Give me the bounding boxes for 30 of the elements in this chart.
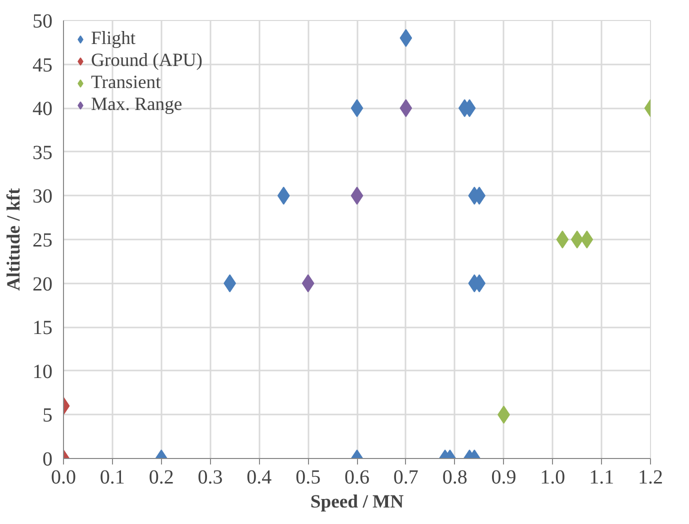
x-tick-label: 0.3 [198, 466, 223, 488]
x-tick-label: 0.0 [51, 466, 76, 488]
x-tick-label: 0.7 [393, 466, 418, 488]
y-tick-label: 0 [42, 448, 52, 470]
y-tick-label: 50 [32, 10, 52, 32]
x-tick-label: 0.1 [100, 466, 125, 488]
x-axis-title: Speed / MN [310, 492, 404, 512]
x-tick-label: 0.5 [296, 466, 321, 488]
y-tick-label: 40 [32, 98, 52, 120]
legend-label: Max. Range [91, 94, 182, 116]
x-tick-label: 0.8 [442, 466, 468, 488]
y-tick-label: 15 [32, 317, 52, 340]
x-tick-label: 0.4 [246, 466, 272, 488]
y-tick-label: 10 [32, 360, 52, 383]
x-tick-label: 1.2 [638, 466, 663, 488]
y-tick-label: 45 [32, 54, 52, 76]
y-tick-label: 5 [42, 404, 52, 427]
y-axis-title: Altitude / kft [4, 187, 24, 291]
x-tick-label: 1.1 [589, 466, 614, 488]
y-tick-label: 30 [32, 186, 52, 208]
x-tick-label: 0.6 [344, 466, 370, 488]
x-tick-label: 0.9 [491, 466, 516, 488]
legend-label: Ground (APU) [91, 50, 202, 72]
y-tick-label: 35 [32, 142, 52, 164]
x-tick-label: 0.2 [148, 466, 174, 488]
x-tick-label: 1.0 [540, 466, 566, 488]
legend-label: Transient [91, 72, 161, 94]
y-tick-label: 25 [32, 230, 52, 252]
legend-label: Flight [91, 28, 136, 50]
y-tick-label: 20 [32, 273, 52, 296]
